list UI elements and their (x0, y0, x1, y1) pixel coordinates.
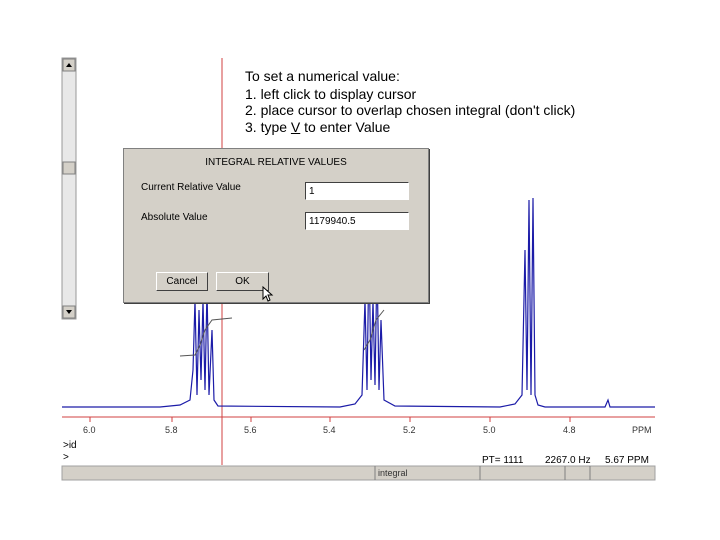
text: to enter Value (300, 119, 391, 135)
status-mode: integral (378, 468, 408, 478)
axis-label: 5.0 (483, 425, 496, 435)
axis-label: 6.0 (83, 425, 96, 435)
field-label: Absolute Value (141, 212, 208, 223)
text-field[interactable]: 1179940.5 (305, 212, 409, 230)
scroll-thumb[interactable] (62, 161, 76, 175)
arrow-icon (66, 310, 72, 314)
status-ppm: 5.67 PPM (605, 455, 649, 466)
axis-label: 5.6 (244, 425, 257, 435)
integral-curve (179, 317, 233, 357)
spectrum-trace (62, 197, 655, 408)
key: V (290, 119, 301, 135)
console-line: >id (63, 440, 77, 451)
status-bar (61, 465, 656, 481)
console-line: > (63, 452, 69, 463)
instruction-heading: To set a numerical value: (245, 68, 400, 84)
integral-curve (363, 309, 385, 351)
axis-label: 5.2 (403, 425, 416, 435)
instruction-step: 3. type V to enter Value (245, 119, 390, 135)
axis-ticks (89, 417, 571, 422)
axis-unit: PPM (632, 425, 652, 435)
axis-label: 4.8 (563, 425, 576, 435)
ok-button[interactable]: OK (216, 272, 269, 291)
dialog: INTEGRAL RELATIVE VALUES Current Relativ… (123, 148, 429, 303)
axis-label: 5.4 (323, 425, 336, 435)
scrollbar[interactable] (61, 57, 77, 320)
dialog-title: INTEGRAL RELATIVE VALUES (205, 157, 347, 168)
instruction-step: 1. left click to display cursor (245, 86, 417, 102)
instruction-step: 2. place cursor to overlap chosen integr… (245, 102, 576, 118)
field-label: Current Relative Value (141, 182, 241, 193)
arrow-icon (66, 63, 72, 67)
text: 3. type (245, 119, 291, 135)
mouse-pointer (262, 286, 274, 302)
axis-label: 5.8 (165, 425, 178, 435)
text-field[interactable]: 1 (305, 182, 409, 200)
status-frequency: 2267.0 Hz (545, 455, 591, 466)
status-point: PT= 1111 (482, 455, 524, 466)
cancel-button[interactable]: Cancel (156, 272, 208, 291)
